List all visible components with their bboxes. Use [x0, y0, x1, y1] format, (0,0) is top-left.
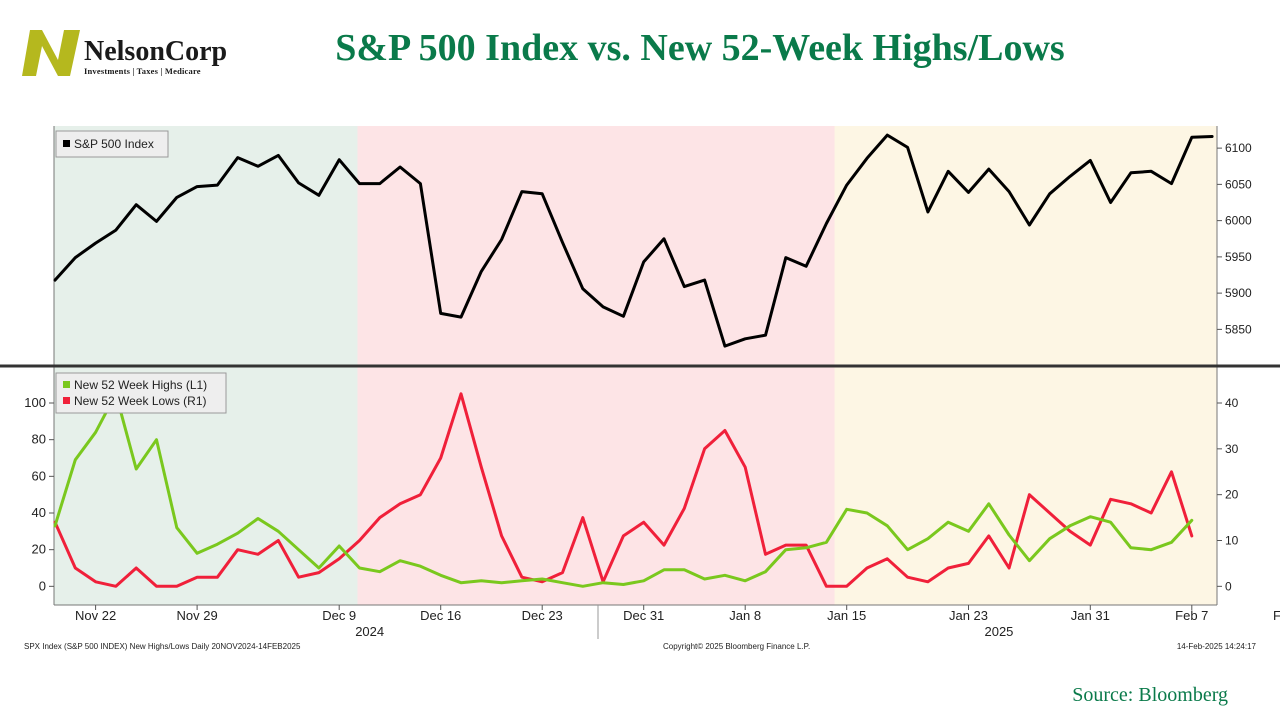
x-tick-label: Nov 22 [75, 608, 116, 623]
lows-tick-label: 0 [1225, 579, 1232, 593]
legend-lows-swatch [63, 397, 70, 404]
highs-tick-label: 60 [32, 468, 46, 483]
footer-copyright: Copyright© 2025 Bloomberg Finance L.P. [663, 642, 811, 651]
x-tick-label: Jan 8 [729, 608, 761, 623]
legend-upper: S&P 500 Index [55, 130, 169, 158]
x-tick-label: Jan 23 [949, 608, 988, 623]
lows-tick-label: 20 [1225, 488, 1239, 502]
x-tick-label: Dec 31 [623, 608, 664, 623]
x-tick-label: Dec 9 [322, 608, 356, 623]
legend-spx-label: S&P 500 Index [74, 137, 154, 151]
source-label: Source: Bloomberg [1072, 684, 1228, 706]
x-tick-label: Dec 16 [420, 608, 461, 623]
legend-lower: New 52 Week Highs (L1) New 52 Week Lows … [55, 372, 227, 414]
x-tick-label: Nov 29 [176, 608, 217, 623]
legend-highs-label: New 52 Week Highs (L1) [74, 378, 207, 392]
spx-tick-label: 6000 [1225, 214, 1252, 228]
x-tick-label: Feb 14 [1273, 608, 1280, 623]
footer-series-info: SPX Index (S&P 500 INDEX) New Highs/Lows… [24, 642, 301, 651]
year-label: 2025 [984, 624, 1013, 639]
legend-spx-swatch [63, 140, 70, 147]
spx-tick-label: 5850 [1225, 322, 1252, 336]
x-tick-label: Jan 15 [827, 608, 866, 623]
logo-tagline: Investments | Taxes | Medicare [84, 66, 201, 76]
footer-timestamp: 14-Feb-2025 14:24:17 [1176, 642, 1256, 651]
x-tick-label: Jan 31 [1071, 608, 1110, 623]
lows-tick-label: 40 [1225, 396, 1239, 410]
spx-tick-label: 5950 [1225, 250, 1252, 264]
highs-tick-label: 40 [32, 505, 46, 520]
lows-tick-label: 10 [1225, 534, 1239, 548]
axes: 5850 5900 5950 6000 6050 6100 0 20 40 60 80 100 0 10 2… [24, 141, 1280, 639]
new-highs-line [53, 392, 1194, 588]
highs-tick-label: 100 [24, 395, 46, 410]
x-tick-label: Dec 23 [522, 608, 563, 623]
page-title: S&P 500 Index vs. New 52-Week Highs/Lows [335, 27, 1065, 69]
new-lows-line [53, 392, 1194, 588]
spx-tick-label: 6100 [1225, 141, 1252, 155]
legend-highs-swatch [63, 381, 70, 388]
highs-tick-label: 80 [32, 432, 46, 447]
spx-tick-label: 5900 [1225, 286, 1252, 300]
highs-tick-label: 20 [32, 542, 46, 557]
chart-frame [0, 126, 1280, 606]
legend-lows-label: New 52 Week Lows (R1) [74, 394, 207, 408]
logo-name: NelsonCorp [84, 36, 228, 67]
legend-lower-box [55, 372, 227, 414]
year-label: 2024 [355, 624, 384, 639]
highs-tick-label: 0 [39, 578, 46, 593]
legend-upper-box [55, 130, 169, 158]
lows-tick-label: 30 [1225, 442, 1239, 456]
spx-tick-label: 6050 [1225, 177, 1252, 191]
x-tick-label: Feb 7 [1175, 608, 1208, 623]
nelsoncorp-logo-mark [22, 30, 80, 76]
series [53, 133, 1214, 588]
spx-line [53, 133, 1214, 348]
